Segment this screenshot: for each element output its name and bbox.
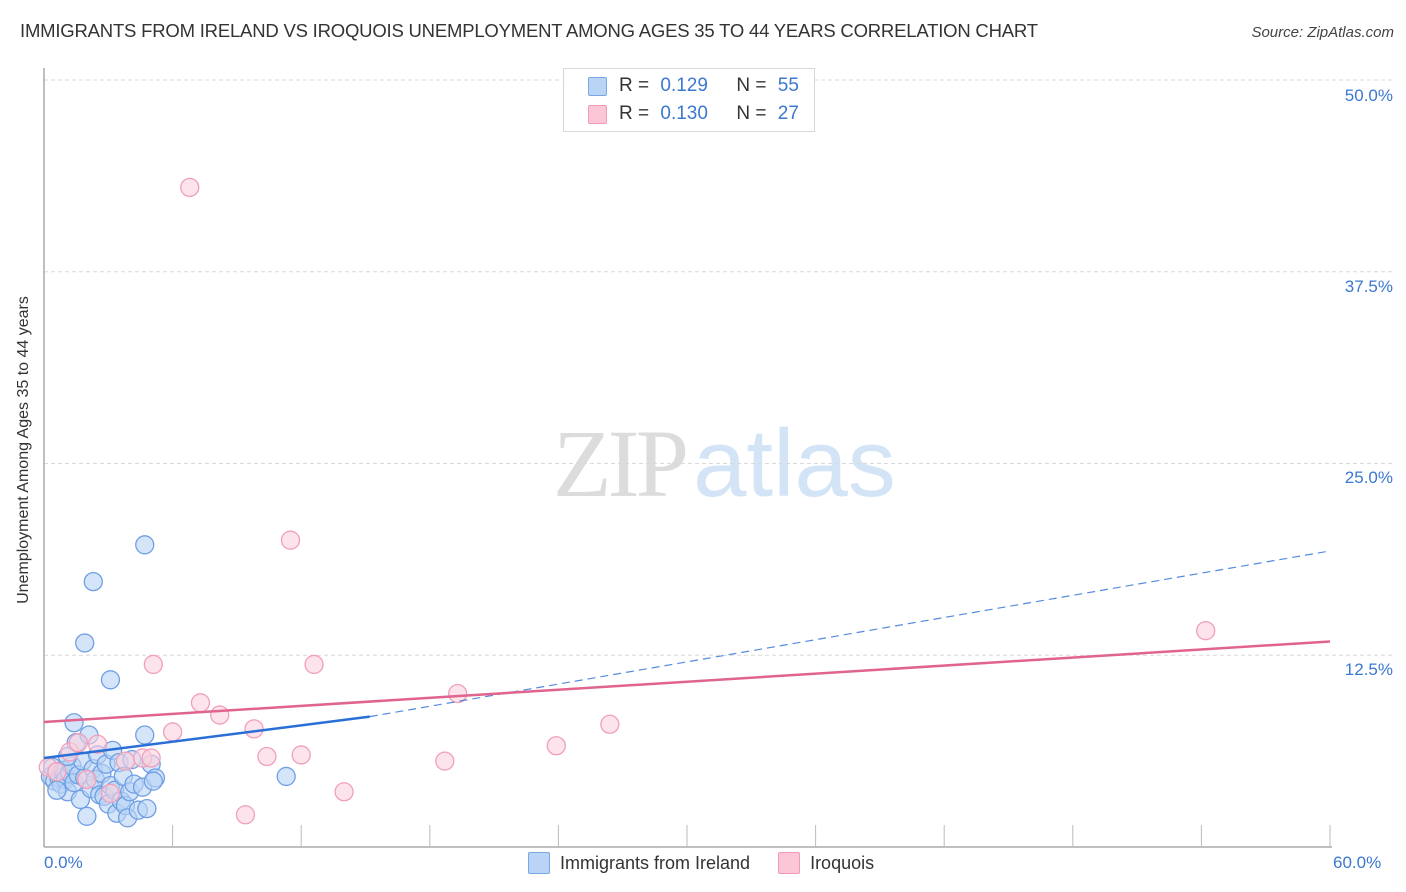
data-point [100, 670, 121, 690]
data-point [291, 745, 311, 765]
data-point [47, 780, 67, 800]
x-tick-min: 0.0% [44, 853, 83, 872]
data-point [210, 705, 230, 725]
data-point [546, 736, 566, 756]
legend-swatch-pink [588, 104, 607, 124]
series-legend: Immigrants from Ireland Iroquois [528, 852, 902, 874]
data-point [47, 762, 67, 782]
data-point [1196, 621, 1216, 641]
legend-swatch-blue [588, 76, 607, 96]
data-point [143, 654, 163, 675]
data-point [244, 719, 264, 739]
data-point [600, 714, 620, 734]
legend-label: Iroquois [810, 852, 875, 873]
trend-line-ireland-extension [369, 550, 1331, 718]
data-point [83, 571, 103, 592]
data-point [77, 806, 97, 826]
data-point [135, 535, 155, 555]
data-point [143, 771, 163, 791]
source-label: Source: ZipAtlas.com [1251, 24, 1394, 41]
legend-item-immigrants-from-ireland[interactable]: Immigrants from Ireland [528, 852, 750, 874]
data-point [100, 783, 121, 803]
data-point [304, 654, 324, 675]
y-tick-25: 25.0% [1344, 468, 1393, 487]
data-point [190, 693, 211, 713]
legend-swatch-blue [528, 852, 550, 874]
legend-n-label: N = [736, 75, 772, 96]
data-point [276, 766, 296, 787]
trend-line-iroquois [43, 640, 1331, 724]
data-point [235, 805, 256, 825]
stats-legend: R = 0.129 N = 55 R = 0.130 N = 27 [563, 68, 815, 132]
data-point [87, 734, 108, 754]
axes [43, 68, 1332, 848]
data-point [162, 722, 183, 742]
data-point [334, 782, 354, 802]
legend-row-ireland: R = 0.129 N = 55 [588, 75, 799, 97]
legend-r-value: 0.130 [660, 103, 708, 124]
legend-label: Immigrants from Ireland [560, 852, 751, 873]
y-tick-12-5: 12.5% [1344, 660, 1393, 679]
data-point [435, 751, 455, 771]
legend-r-label: R = [619, 103, 655, 124]
y-axis-label: Unemployment Among Ages 35 to 44 years [15, 296, 32, 604]
data-point [141, 748, 161, 768]
data-point [75, 633, 95, 653]
legend-r-value: 0.129 [660, 75, 708, 96]
trend-lines [43, 550, 1331, 760]
series-iroquois-points [38, 177, 1216, 825]
y-tick-37-5: 37.5% [1344, 277, 1393, 296]
legend-n-value: 27 [777, 103, 799, 124]
x-tick-max: 60.0% [1333, 853, 1382, 872]
data-point [137, 799, 157, 819]
data-point [77, 769, 97, 790]
y-tick-50: 50.0% [1344, 86, 1393, 105]
gridlines [44, 79, 1392, 656]
chart-title: IMMIGRANTS FROM IRELAND VS IROQUOIS UNEM… [20, 20, 1038, 41]
legend-row-iroquois: R = 0.130 N = 27 [588, 103, 799, 125]
data-point [448, 683, 468, 704]
data-point [180, 177, 200, 198]
legend-swatch-pink [778, 852, 801, 874]
zipatlas-watermark: ZIPatlas [553, 408, 896, 519]
data-point [64, 713, 84, 733]
data-point [135, 725, 155, 745]
data-point [280, 530, 301, 550]
legend-n-value: 55 [777, 75, 799, 96]
data-point [257, 746, 277, 767]
legend-n-label: N = [736, 103, 772, 124]
data-point [115, 751, 136, 771]
y-axis-label-container: Unemployment Among Ages 35 to 44 years [4, 140, 44, 760]
legend-item-iroquois[interactable]: Iroquois [778, 852, 874, 874]
data-point [68, 733, 88, 753]
trend-line-ireland [43, 715, 370, 760]
legend-r-label: R = [619, 75, 655, 96]
